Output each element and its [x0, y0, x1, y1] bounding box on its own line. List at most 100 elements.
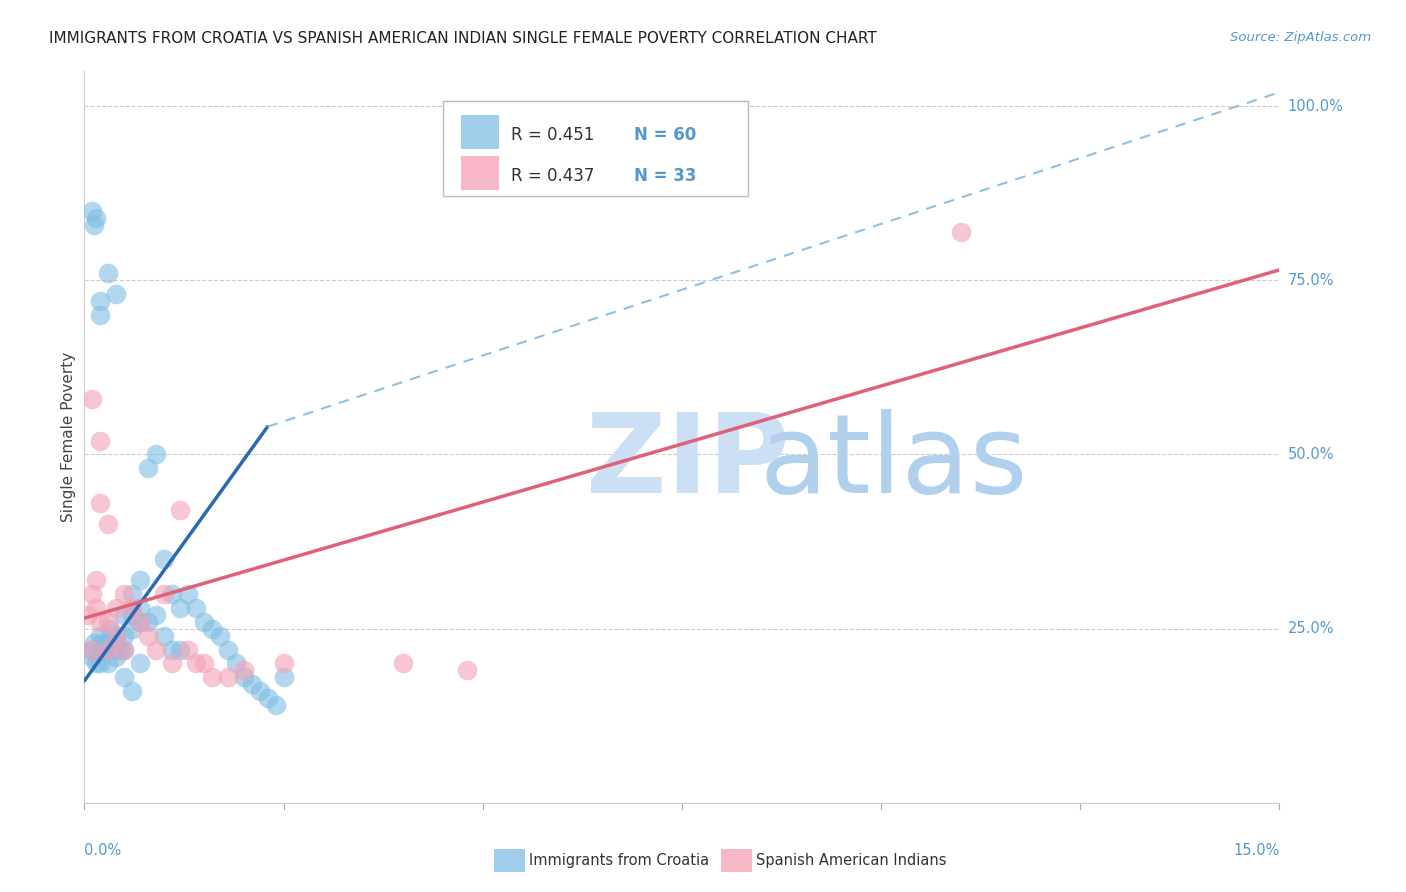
Point	[105, 600, 128, 615]
Point	[105, 649, 128, 664]
Text: atlas: atlas	[759, 409, 1028, 516]
Point	[129, 600, 152, 615]
Point	[82, 392, 104, 406]
Point	[112, 587, 135, 601]
Point	[160, 657, 183, 671]
Point	[153, 552, 176, 566]
Point	[97, 642, 120, 657]
Point	[129, 615, 152, 629]
Point	[129, 657, 152, 671]
FancyBboxPatch shape	[461, 115, 499, 149]
Point	[169, 642, 191, 657]
Point	[97, 266, 120, 280]
Point	[97, 635, 120, 649]
Point	[90, 635, 112, 649]
Text: N = 60: N = 60	[634, 126, 696, 144]
Point	[240, 677, 263, 691]
Text: IMMIGRANTS FROM CROATIA VS SPANISH AMERICAN INDIAN SINGLE FEMALE POVERTY CORRELA: IMMIGRANTS FROM CROATIA VS SPANISH AMERI…	[49, 31, 877, 46]
Y-axis label: Single Female Poverty: Single Female Poverty	[60, 352, 76, 522]
Point	[145, 607, 167, 622]
Point	[105, 629, 128, 643]
Point	[121, 684, 143, 698]
Point	[136, 461, 159, 475]
Point	[273, 670, 295, 684]
Point	[89, 294, 111, 309]
Text: 50.0%: 50.0%	[1288, 447, 1334, 462]
Text: 100.0%: 100.0%	[1288, 99, 1344, 113]
Point	[145, 642, 167, 657]
Point	[86, 600, 108, 615]
Point	[217, 642, 239, 657]
Point	[112, 629, 135, 643]
Point	[97, 657, 120, 671]
Point	[256, 691, 278, 706]
Point	[98, 622, 121, 636]
Point	[129, 573, 152, 587]
Text: Spanish American Indians: Spanish American Indians	[756, 853, 946, 868]
Point	[110, 642, 132, 657]
FancyBboxPatch shape	[721, 849, 752, 872]
Point	[112, 642, 135, 657]
Point	[86, 573, 108, 587]
Point	[153, 629, 176, 643]
Point	[89, 434, 111, 448]
Text: ZIP: ZIP	[586, 409, 790, 516]
Point	[105, 635, 128, 649]
Point	[225, 657, 247, 671]
Point	[121, 600, 143, 615]
Point	[264, 698, 287, 713]
Point	[456, 664, 478, 678]
FancyBboxPatch shape	[461, 156, 499, 190]
Point	[105, 629, 128, 643]
Point	[392, 657, 415, 671]
Point	[112, 607, 135, 622]
Point	[232, 670, 254, 684]
Point	[201, 622, 224, 636]
Point	[136, 615, 159, 629]
Point	[136, 629, 159, 643]
Point	[160, 642, 183, 657]
Point	[89, 657, 111, 671]
Point	[112, 670, 135, 684]
Point	[273, 657, 295, 671]
Point	[97, 517, 120, 532]
Text: 0.0%: 0.0%	[84, 843, 121, 858]
Text: Immigrants from Croatia: Immigrants from Croatia	[529, 853, 709, 868]
Point	[184, 600, 207, 615]
Text: 25.0%: 25.0%	[1288, 621, 1334, 636]
Point	[153, 587, 176, 601]
Point	[93, 642, 115, 657]
Point	[97, 615, 120, 629]
Point	[86, 211, 108, 225]
FancyBboxPatch shape	[495, 849, 526, 872]
Point	[193, 615, 215, 629]
Text: 15.0%: 15.0%	[1233, 843, 1279, 858]
Point	[82, 203, 104, 218]
Point	[87, 642, 110, 657]
Text: Source: ZipAtlas.com: Source: ZipAtlas.com	[1230, 31, 1371, 45]
Point	[217, 670, 239, 684]
Point	[77, 607, 100, 622]
Point	[160, 587, 183, 601]
Point	[121, 607, 143, 622]
Point	[83, 635, 105, 649]
Point	[193, 657, 215, 671]
Point	[89, 308, 111, 322]
FancyBboxPatch shape	[443, 101, 748, 195]
Point	[86, 657, 108, 671]
Point	[89, 496, 111, 510]
Text: N = 33: N = 33	[634, 167, 696, 186]
Point	[208, 629, 231, 643]
Point	[177, 587, 200, 601]
Point	[169, 600, 191, 615]
Point	[101, 642, 124, 657]
Text: R = 0.437: R = 0.437	[510, 167, 595, 186]
Point	[177, 642, 200, 657]
Point	[89, 629, 111, 643]
Point	[184, 657, 207, 671]
Text: R = 0.451: R = 0.451	[510, 126, 595, 144]
Point	[949, 225, 972, 239]
Point	[83, 218, 105, 232]
Point	[82, 587, 104, 601]
Point	[89, 615, 111, 629]
